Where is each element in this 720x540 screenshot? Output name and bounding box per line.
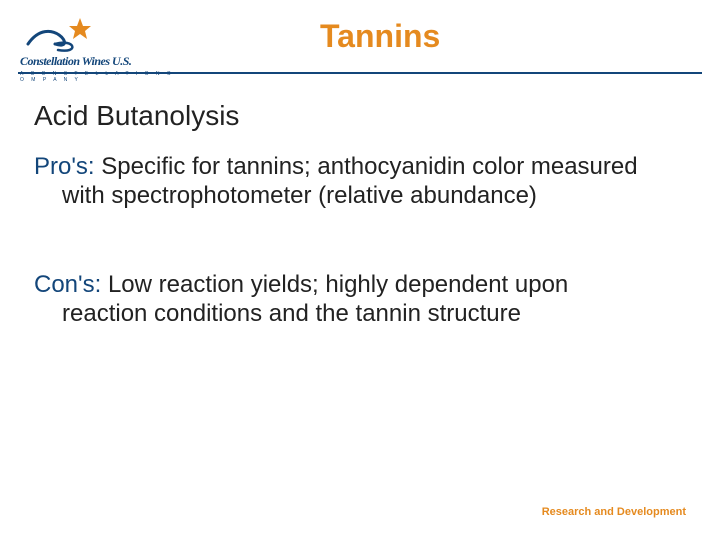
logo-swirl-icon	[20, 14, 175, 54]
cons-text: Low reaction yields; highly dependent up…	[62, 271, 568, 327]
page-title: Tannins	[320, 18, 440, 55]
title-rule	[18, 72, 702, 74]
brand-logo: Constellation Wines U.S. A C O N S T E L…	[20, 14, 175, 72]
pros-block: Pro's: Specific for tannins; anthocyanid…	[34, 152, 656, 211]
section-heading: Acid Butanolysis	[34, 100, 239, 132]
cons-label: Con's:	[34, 271, 101, 298]
footer-text: Research and Development	[542, 506, 686, 518]
cons-block: Con's: Low reaction yields; highly depen…	[34, 270, 656, 329]
pros-text: Specific for tannins; anthocyanidin colo…	[62, 153, 638, 209]
pros-label: Pro's:	[34, 153, 95, 180]
logo-brand-text: Constellation Wines U.S.	[20, 54, 175, 69]
slide: Constellation Wines U.S. A C O N S T E L…	[0, 0, 720, 540]
